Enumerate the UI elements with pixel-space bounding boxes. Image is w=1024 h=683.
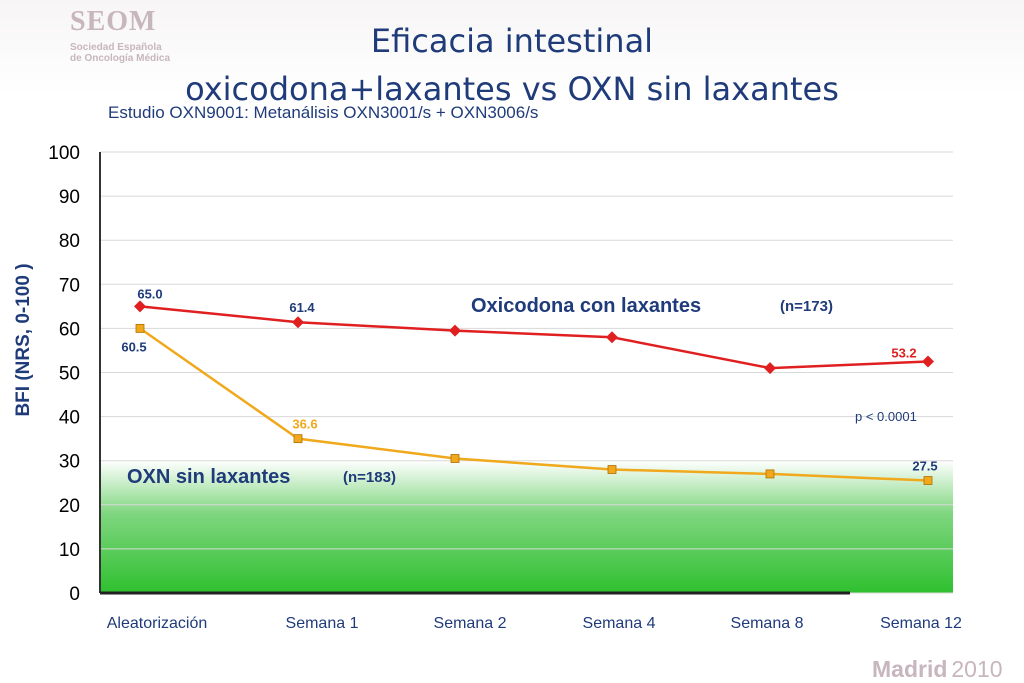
- data-point: [764, 362, 776, 375]
- p-value-annotation: p < 0.0001: [855, 409, 917, 424]
- x-tick-label: Semana 12: [880, 615, 962, 632]
- logo-name: SEOM: [70, 6, 157, 37]
- logo-line-1: Sociedad Española: [70, 42, 162, 53]
- data-point: [450, 454, 460, 463]
- data-label: 60.5: [121, 339, 146, 354]
- chart-subtitle: Estudio OXN9001: Metanálisis OXN3001/s +…: [108, 103, 539, 122]
- data-label: 27.5: [912, 459, 937, 474]
- footer-logo: Madrid 2010: [872, 656, 1003, 683]
- series-line-1: [139, 327, 929, 482]
- data-point: [765, 469, 775, 479]
- footer-year: 2010: [951, 656, 1003, 682]
- x-tick-label: Aleatorización: [107, 615, 208, 632]
- data-point: [606, 331, 618, 344]
- x-tick-label: Semana 2: [434, 615, 507, 632]
- series-n-oxicodona: (n=173): [780, 298, 833, 315]
- data-point: [923, 476, 933, 485]
- y-axis-label: BFI (NRS, 0-100 ): [13, 263, 34, 416]
- logo-line-2: de Oncología Médica: [70, 53, 171, 64]
- data-point: [449, 324, 461, 337]
- y-tick-label: 100: [48, 143, 80, 164]
- data-label: 61.4: [289, 300, 315, 315]
- x-tick-label: Semana 8: [731, 615, 804, 632]
- data-label: 36.6: [292, 417, 317, 432]
- y-tick-label: 10: [59, 540, 80, 561]
- series-name-oxn: OXN sin laxantes: [127, 466, 290, 488]
- y-tick-label: 40: [59, 408, 80, 429]
- green-band: [100, 460, 953, 593]
- page-title-line-2: oxicodona+laxantes vs OXN sin laxantes: [185, 70, 839, 108]
- y-tick-label: 0: [69, 584, 80, 605]
- data-point: [922, 355, 934, 368]
- x-tick-label: Semana 4: [583, 615, 656, 632]
- x-tick-label: Semana 1: [286, 615, 359, 632]
- header-band: [0, 0, 1024, 95]
- data-point: [293, 434, 303, 444]
- y-tick-label: 60: [59, 319, 80, 340]
- y-tick-label: 90: [59, 187, 80, 208]
- footer-city: Madrid: [872, 656, 948, 682]
- page-title: Eficacia intestinal: [370, 22, 654, 60]
- data-label: 65.0: [137, 286, 162, 301]
- data-point: [134, 300, 146, 313]
- y-tick-label: 70: [59, 275, 80, 296]
- seom-logo: SEOM Sociedad Española de Oncología Médi…: [70, 6, 220, 66]
- series-name-oxicodona: Oxicodona con laxantes: [471, 295, 701, 317]
- series-line-0: [139, 305, 929, 370]
- series-n-oxn: (n=183): [343, 469, 396, 486]
- data-point: [135, 323, 145, 333]
- data-point: [607, 465, 617, 474]
- data-point: [292, 316, 304, 329]
- y-tick-label: 30: [59, 452, 80, 473]
- data-label: 53.2: [891, 345, 916, 360]
- y-tick-label: 80: [59, 231, 80, 252]
- y-tick-label: 20: [59, 496, 80, 517]
- y-tick-label: 50: [59, 364, 80, 385]
